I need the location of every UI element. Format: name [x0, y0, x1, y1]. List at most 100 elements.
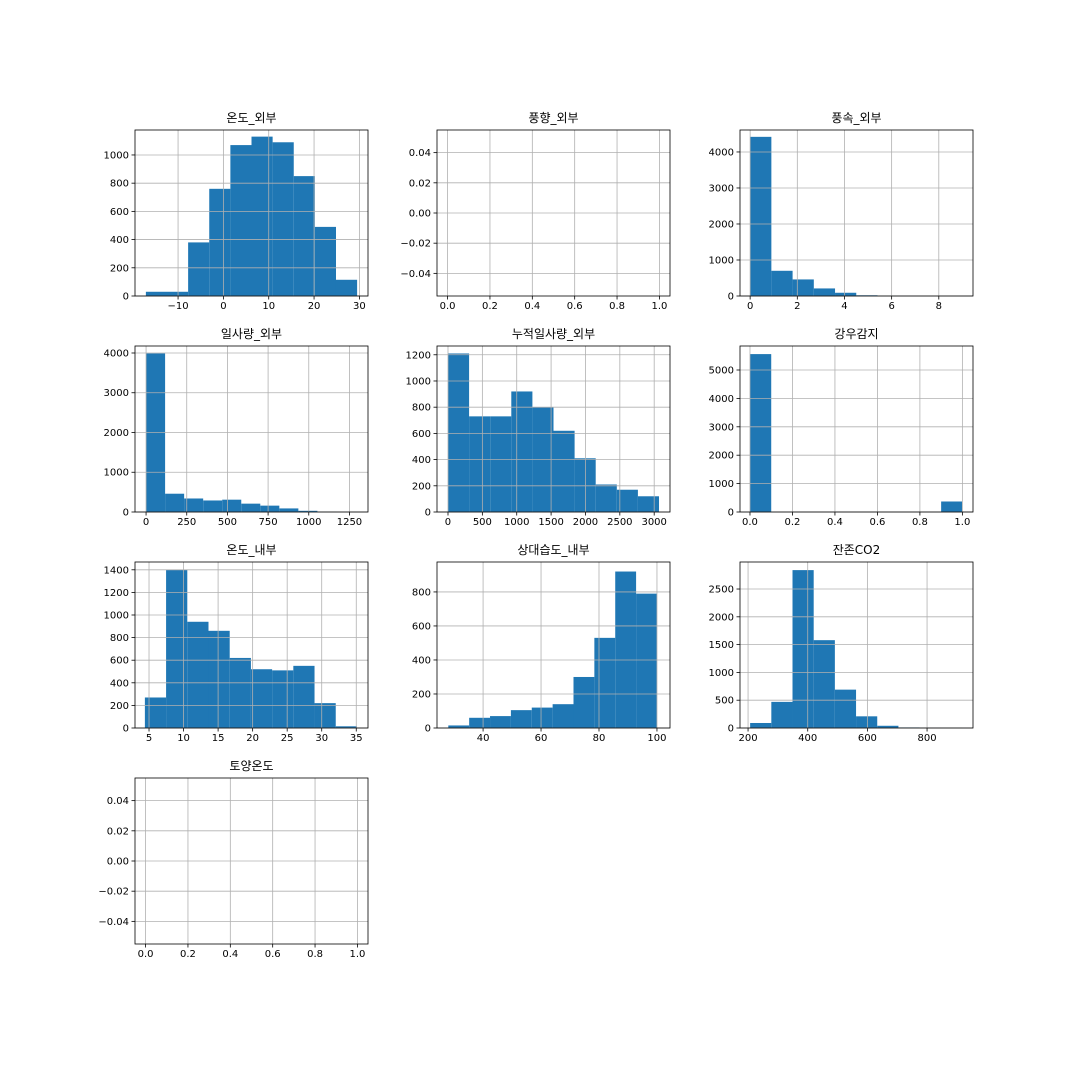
subplot-title: 온도_외부 — [226, 111, 276, 125]
histogram-bar — [251, 136, 273, 296]
histogram-bar — [166, 569, 188, 728]
histogram-bar — [813, 288, 836, 296]
y-tick-label: 1000 — [104, 150, 129, 161]
axes-frame — [134, 561, 369, 729]
x-tick-label: 20 — [246, 733, 259, 744]
axes-frame — [134, 345, 369, 513]
x-tick-label: 40 — [477, 733, 490, 744]
x-tick-label: 1.0 — [651, 301, 667, 312]
x-tick-label: 25 — [281, 733, 294, 744]
subplot: 0 2 4 6 8 0 1000 2000 3000 4000 풍속_외부 — [709, 111, 974, 312]
axes-frame — [134, 777, 369, 945]
histogram-bar — [314, 226, 336, 296]
histogram-bar — [250, 669, 273, 728]
histogram-bar — [856, 716, 878, 728]
x-tick-label: 15 — [212, 733, 225, 744]
x-tick-label: 0.0 — [138, 949, 154, 960]
histogram-bar — [749, 354, 772, 512]
histogram-bar — [187, 621, 209, 728]
x-tick-label: 0.8 — [912, 517, 928, 528]
subplot: 200 400 600 800 0 500 1000 1500 2000 2500 잔존CO2 — [709, 543, 974, 744]
subplot-title: 일사량_외부 — [221, 327, 282, 341]
histogram-bar — [792, 279, 814, 296]
y-tick-label: 0.04 — [107, 796, 129, 807]
subplot: 0.0 0.2 0.4 0.6 0.8 1.0 0 1000 2000 3000 4000 5000 강… — [709, 327, 974, 528]
histogram-bar — [510, 710, 532, 728]
x-tick-label: 0.6 — [265, 949, 281, 960]
x-tick-label: 2 — [794, 301, 800, 312]
histogram-bar — [272, 142, 294, 296]
y-tick-label: 0.00 — [409, 209, 431, 220]
y-tick-label: 1000 — [104, 468, 129, 479]
histogram-bar — [636, 593, 657, 728]
subplot-title: 온도_내부 — [226, 543, 276, 557]
y-tick-label: 400 — [110, 235, 129, 246]
y-tick-label: 0 — [123, 508, 129, 519]
plot-area — [740, 346, 973, 512]
x-tick-label: 60 — [535, 733, 548, 744]
y-tick-label: 600 — [412, 429, 431, 440]
x-tick-label: 0.6 — [567, 301, 583, 312]
x-tick-label: 400 — [798, 733, 817, 744]
histogram-bar — [230, 145, 252, 296]
y-tick-label: 1000 — [709, 255, 734, 266]
y-tick-label: −0.02 — [98, 887, 129, 898]
x-tick-label: −10 — [168, 301, 189, 312]
histogram-bar — [167, 291, 189, 296]
histogram-bar — [293, 665, 315, 728]
y-tick-label: 2000 — [104, 428, 129, 439]
histogram-bar — [813, 640, 835, 728]
y-tick-label: 600 — [110, 207, 129, 218]
histogram-bar — [229, 657, 251, 728]
y-tick-label: 1000 — [709, 479, 734, 490]
x-tick-label: 0.0 — [440, 301, 456, 312]
y-tick-label: 1200 — [406, 350, 431, 361]
y-tick-label: 0.02 — [409, 178, 431, 189]
x-tick-label: 0.2 — [482, 301, 498, 312]
x-tick-label: 0.4 — [827, 517, 843, 528]
histogram-bar — [448, 725, 470, 728]
plot-area — [135, 346, 368, 512]
histogram-bar — [637, 496, 660, 512]
y-tick-label: 600 — [110, 656, 129, 667]
subplot: −10 0 10 20 30 0 200 400 600 800 1000 온도_외부 — [104, 111, 369, 312]
x-tick-label: 0.8 — [609, 301, 625, 312]
histogram-bar — [490, 716, 511, 728]
subplot-title: 토양온도 — [229, 759, 273, 773]
x-tick-label: 0.6 — [869, 517, 885, 528]
x-tick-label: 20 — [308, 301, 321, 312]
x-tick-label: 3000 — [641, 517, 666, 528]
y-tick-label: 400 — [110, 678, 129, 689]
y-tick-label: 400 — [412, 655, 431, 666]
histogram-bar — [573, 676, 595, 728]
x-tick-label: 0.2 — [785, 517, 801, 528]
x-tick-label: 80 — [593, 733, 606, 744]
x-tick-label: 1000 — [296, 517, 321, 528]
x-tick-label: 1250 — [337, 517, 362, 528]
y-tick-label: 1000 — [406, 376, 431, 387]
y-tick-label: −0.04 — [400, 269, 431, 280]
y-tick-label: 200 — [110, 263, 129, 274]
subplot-title: 풍향_외부 — [528, 111, 578, 125]
y-tick-label: −0.02 — [400, 239, 431, 250]
histogram-bar — [834, 689, 857, 728]
x-tick-label: 10 — [262, 301, 275, 312]
x-tick-label: 30 — [353, 301, 366, 312]
axes-frame — [739, 129, 974, 297]
y-tick-label: 3000 — [709, 422, 734, 433]
histogram-bar — [208, 630, 230, 728]
x-tick-label: 4 — [841, 301, 847, 312]
y-tick-label: 2000 — [709, 451, 734, 462]
x-tick-label: 0.2 — [180, 949, 196, 960]
x-tick-label: 8 — [936, 301, 942, 312]
y-tick-label: 1000 — [709, 668, 734, 679]
y-tick-label: 200 — [412, 689, 431, 700]
y-tick-label: 1500 — [709, 640, 734, 651]
y-tick-label: 5000 — [709, 365, 734, 376]
subplot: 0.0 0.2 0.4 0.6 0.8 1.0 −0.04 −0.02 0.00 0.02 0.04… — [98, 759, 369, 960]
x-tick-label: 30 — [315, 733, 328, 744]
histogram-bar — [835, 292, 857, 296]
histogram-bar — [335, 726, 357, 728]
histogram-bar — [792, 570, 814, 728]
x-tick-label: 0 — [220, 301, 226, 312]
